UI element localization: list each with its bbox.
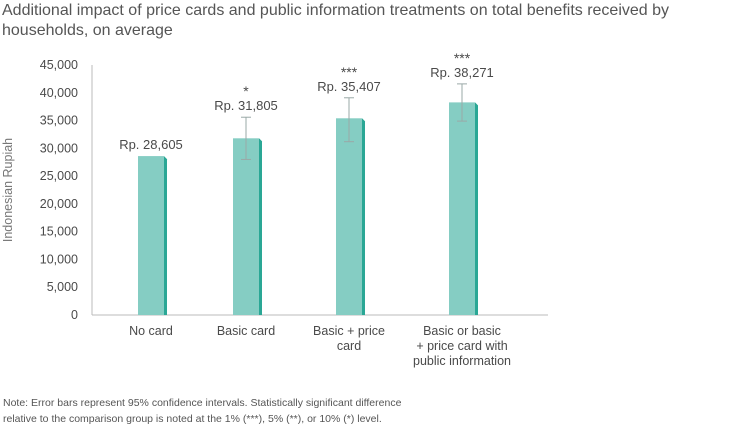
bar — [336, 118, 362, 316]
category-label: card — [337, 339, 361, 353]
category-label: No card — [129, 324, 173, 338]
chart-title: Additional impact of price cards and pub… — [2, 2, 670, 39]
data-label: Rp. 38,271 — [430, 65, 494, 80]
bar-edge — [475, 102, 478, 315]
y-tick-label: 45,000 — [40, 58, 78, 72]
bar-edge — [164, 156, 167, 315]
note-line-1: Note: Error bars represent 95% confidenc… — [3, 397, 402, 409]
error-bars — [241, 83, 467, 160]
bars — [138, 102, 478, 316]
data-label: Rp. 35,407 — [317, 79, 381, 94]
y-tick-label: 30,000 — [40, 141, 78, 155]
category-label: Basic or basic — [423, 324, 501, 338]
y-tick-labels: 0 5,000 10,000 15,000 20,000 25,000 30,000 35,0… — [40, 58, 78, 322]
category-label: + price card with — [416, 339, 507, 353]
category-label: public information — [413, 354, 511, 368]
bar-edge — [362, 118, 365, 316]
category-label: Basic + price — [313, 324, 385, 338]
significance-marker: * — [243, 83, 249, 99]
chart-note: Note: Error bars represent 95% confidenc… — [3, 395, 523, 427]
bar — [138, 156, 164, 315]
y-tick-label: 15,000 — [40, 225, 78, 239]
y-tick-label: 20,000 — [40, 197, 78, 211]
bar-chart: 0 5,000 10,000 15,000 20,000 25,000 30,000 35,0… — [1, 50, 548, 368]
bar-edge — [259, 138, 262, 315]
bar — [233, 138, 259, 315]
significance-marker: *** — [341, 64, 358, 80]
category-label: Basic card — [217, 324, 275, 338]
data-label: Rp. 31,805 — [214, 98, 278, 113]
note-line-2: relative to the comparison group is note… — [3, 413, 382, 425]
y-tick-label: 25,000 — [40, 169, 78, 183]
y-tick-label: 40,000 — [40, 86, 78, 100]
bar — [449, 102, 475, 315]
data-label: Rp. 28,605 — [119, 137, 183, 152]
significance-marker: *** — [454, 50, 471, 66]
y-tick-label: 35,000 — [40, 114, 78, 128]
y-tick-label: 5,000 — [47, 280, 78, 294]
y-tick-label: 0 — [71, 308, 78, 322]
y-axis-label: Indonesian Rupiah — [1, 138, 15, 242]
y-tick-label: 10,000 — [40, 252, 78, 266]
